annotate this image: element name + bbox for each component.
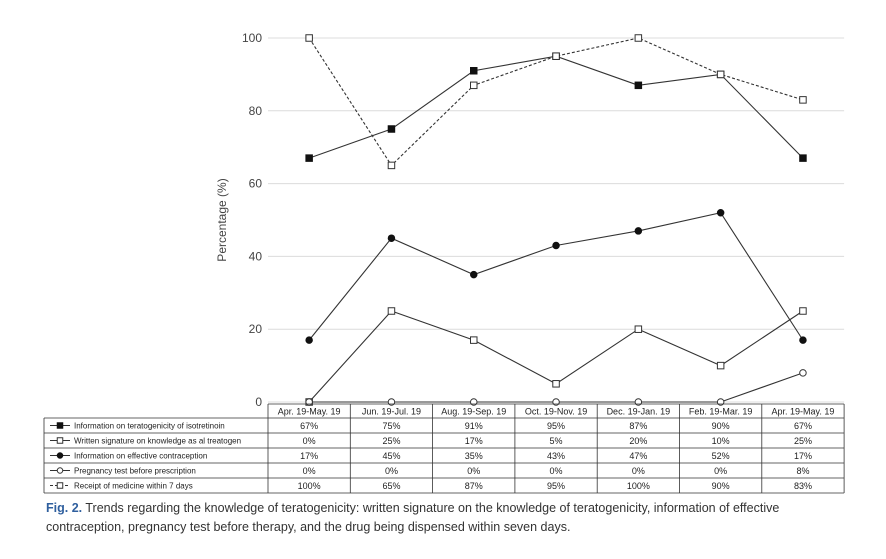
table-cell: 90% bbox=[712, 481, 730, 491]
table-cell: 20% bbox=[629, 436, 647, 446]
table-cell: 52% bbox=[712, 451, 730, 461]
table-cell: 25% bbox=[794, 436, 812, 446]
series-line-1 bbox=[308, 310, 804, 403]
table-cell: 25% bbox=[382, 436, 400, 446]
y-tick-labels: 0 20 40 60 80 100 bbox=[242, 31, 262, 409]
legend-label: Information on effective contraception bbox=[74, 452, 207, 461]
legend-marker bbox=[56, 467, 64, 474]
y-tick-label: 100 bbox=[242, 31, 262, 45]
legend-label: Information on teratogenicity of isotret… bbox=[74, 422, 225, 431]
table-cell: 10% bbox=[712, 436, 730, 446]
x-category-label: Feb. 19-Mar. 19 bbox=[689, 407, 753, 417]
data-point bbox=[470, 67, 478, 75]
table-cell: 100% bbox=[298, 481, 321, 491]
data-point bbox=[470, 270, 478, 279]
table-cell: 87% bbox=[465, 481, 483, 491]
data-point bbox=[716, 208, 725, 217]
y-tick-label: 40 bbox=[249, 249, 263, 263]
table-cell: 87% bbox=[629, 421, 647, 431]
data-point bbox=[634, 34, 643, 42]
y-tick-label: 60 bbox=[249, 177, 263, 191]
data-point bbox=[552, 52, 560, 60]
x-category-label: Aug. 19-Sep. 19 bbox=[441, 407, 506, 417]
data-point bbox=[305, 34, 313, 42]
table-cell: 45% bbox=[382, 451, 400, 461]
data-point bbox=[552, 380, 560, 388]
data-point bbox=[716, 70, 725, 79]
x-category-label: Oct. 19-Nov. 19 bbox=[525, 407, 587, 417]
data-point bbox=[305, 154, 313, 162]
series-lines bbox=[308, 37, 804, 403]
caption-text: Trends regarding the knowledge of terato… bbox=[46, 501, 780, 534]
table-cell: 47% bbox=[629, 451, 647, 461]
data-point bbox=[799, 307, 807, 315]
table-cell: 100% bbox=[627, 481, 650, 491]
y-axis-label: Percentage (%) bbox=[215, 178, 229, 261]
data-point bbox=[470, 336, 478, 344]
legend-label: Written signature on knowledge as al tre… bbox=[74, 437, 241, 446]
y-tick-label: 80 bbox=[249, 104, 263, 118]
table-cell: 8% bbox=[796, 466, 809, 476]
table-cell: 67% bbox=[794, 421, 812, 431]
table-cell: 17% bbox=[300, 451, 318, 461]
data-point bbox=[387, 307, 396, 315]
table-cell: 35% bbox=[465, 451, 483, 461]
data-point bbox=[799, 336, 807, 344]
data-point bbox=[716, 361, 725, 370]
legend-marker bbox=[56, 482, 64, 489]
table-cell: 0% bbox=[467, 466, 480, 476]
table-cell: 75% bbox=[382, 421, 400, 431]
figure-label: Fig. 2. bbox=[46, 501, 83, 515]
table-cell: 83% bbox=[794, 481, 812, 491]
table-cell: 0% bbox=[385, 466, 398, 476]
line-chart: 0 20 40 60 80 100 Percentage (%) Apr. 19-May.… bbox=[43, 31, 845, 494]
legend-marker bbox=[56, 452, 64, 459]
series-line-2 bbox=[308, 212, 804, 341]
data-point bbox=[387, 125, 396, 133]
x-category-label: Apr. 19-May. 19 bbox=[278, 407, 341, 417]
legend-marker bbox=[56, 437, 64, 444]
series-line-0 bbox=[308, 55, 804, 159]
x-category-label: Apr. 19-May. 19 bbox=[772, 407, 835, 417]
table-cell: 17% bbox=[465, 436, 483, 446]
table-cell: 90% bbox=[712, 421, 730, 431]
table-cell: 43% bbox=[547, 451, 565, 461]
data-point bbox=[799, 96, 807, 104]
data-point bbox=[634, 81, 643, 90]
table-cell: 0% bbox=[550, 466, 563, 476]
legend-marker bbox=[56, 422, 64, 429]
table-cell: 17% bbox=[794, 451, 812, 461]
table-cell: 0% bbox=[303, 436, 316, 446]
data-point bbox=[634, 325, 643, 333]
table-cell: 5% bbox=[550, 436, 563, 446]
data-point bbox=[634, 227, 643, 235]
y-tick-label: 0 bbox=[255, 395, 262, 409]
gridlines bbox=[268, 37, 845, 403]
legend-label: Pregnancy test before prescription bbox=[74, 467, 196, 476]
series-markers bbox=[305, 34, 807, 406]
figure-caption: Fig. 2. Trends regarding the knowledge o… bbox=[46, 499, 856, 537]
data-point bbox=[387, 161, 396, 170]
x-category-label: Jun. 19-Jul. 19 bbox=[362, 407, 421, 417]
table-cell: 65% bbox=[382, 481, 400, 491]
x-category-label: Dec. 19-Jan. 19 bbox=[607, 407, 671, 417]
table-cell: 91% bbox=[465, 421, 483, 431]
data-point bbox=[799, 154, 807, 162]
table-cell: 95% bbox=[547, 421, 565, 431]
table-cell: 0% bbox=[632, 466, 645, 476]
data-table: Apr. 19-May. 19 Jun. 19-Jul. 19 Aug. 19-Se… bbox=[43, 403, 845, 494]
table-cell: 0% bbox=[714, 466, 727, 476]
legend-label: Receipt of medicine within 7 days bbox=[74, 482, 193, 491]
data-point bbox=[799, 369, 807, 377]
y-tick-label: 20 bbox=[249, 322, 263, 336]
table-cell: 0% bbox=[303, 466, 316, 476]
table-cell: 67% bbox=[300, 421, 318, 431]
data-point bbox=[552, 241, 560, 250]
data-point bbox=[305, 336, 313, 344]
table-cell: 95% bbox=[547, 481, 565, 491]
data-point bbox=[387, 234, 396, 242]
data-point bbox=[470, 81, 478, 90]
